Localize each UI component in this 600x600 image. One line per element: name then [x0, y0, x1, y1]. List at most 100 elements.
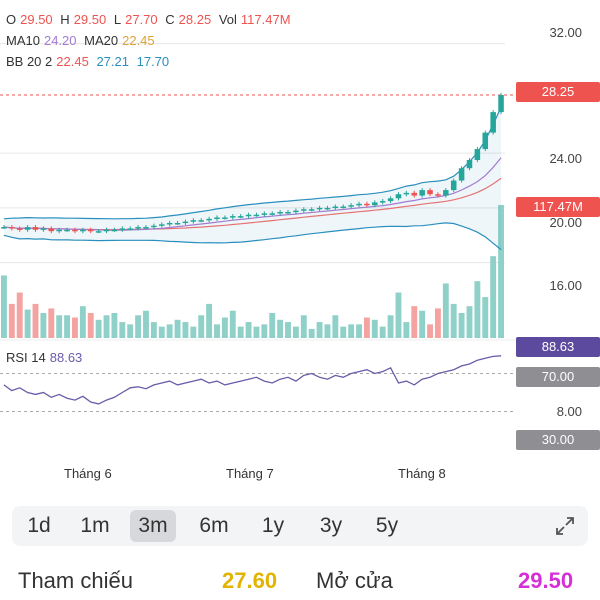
bb-legend: BB 20 2 22.45 27.21 17.70 — [6, 54, 170, 69]
volume-bar — [198, 315, 205, 338]
candle-body — [419, 190, 425, 196]
rsi-tag: 88.63 — [516, 337, 600, 357]
bollinger-lower-line — [3, 222, 502, 251]
candle-body — [16, 228, 23, 230]
candle-body — [80, 229, 86, 232]
volume-bar — [103, 315, 110, 338]
open-label: Mở cửa — [316, 568, 393, 593]
candle-body — [435, 194, 441, 196]
ma-legend: MA10 24.20 MA20 22.45 — [6, 33, 155, 48]
candle-body — [348, 205, 354, 207]
candle-body — [95, 231, 102, 233]
volume-bar — [214, 324, 220, 338]
volume-bar — [182, 322, 189, 338]
price-tick-24: 24.00 — [549, 151, 582, 166]
candle-body — [411, 192, 418, 196]
candle-body — [285, 212, 291, 214]
chart-canvas[interactable] — [0, 0, 600, 462]
timeframe-3y[interactable]: 3y — [319, 514, 343, 537]
volume-bar — [371, 319, 378, 338]
timeframe-1d[interactable]: 1d — [27, 514, 51, 537]
reference-label: Tham chiếu — [18, 568, 133, 593]
candle-body — [450, 180, 457, 191]
price-tick-32: 32.00 — [549, 25, 582, 40]
candle-body — [111, 229, 118, 232]
volume-bar — [40, 312, 47, 338]
candle-body — [1, 227, 7, 229]
volume-bar — [87, 312, 94, 338]
candle-body — [158, 224, 165, 226]
volume-bar — [261, 324, 268, 338]
candle-body — [427, 190, 433, 195]
candle-body — [364, 203, 370, 206]
candle-body — [119, 228, 126, 230]
timeframe-5y[interactable]: 5y — [375, 514, 399, 537]
high-value: 29.50 — [73, 12, 107, 27]
last-price-tag: 28.25 — [516, 82, 600, 102]
candle-body — [301, 209, 307, 211]
candle-body — [324, 207, 331, 210]
volume-bar — [427, 324, 433, 338]
volume-bar — [300, 315, 307, 338]
candle-body — [245, 214, 252, 217]
volume-bar — [387, 315, 394, 338]
candle-body — [261, 213, 268, 215]
candle-body — [458, 168, 465, 181]
volume-bar — [324, 324, 331, 338]
volume-bar — [1, 275, 7, 338]
price-tick-16: 16.00 — [549, 278, 582, 293]
volume-bar — [474, 281, 481, 338]
bb-mid: 27.21 — [96, 54, 129, 69]
expand-icon[interactable] — [554, 515, 576, 537]
candle-body — [395, 194, 402, 199]
volume-bar — [48, 308, 55, 338]
volume-bar — [498, 205, 504, 338]
volume-value: 117.47M — [240, 12, 291, 27]
close-value: 28.25 — [178, 12, 212, 27]
volume-bar — [229, 310, 236, 338]
candle-body — [403, 192, 410, 195]
volume-bar — [158, 326, 165, 338]
volume-bar — [292, 326, 299, 338]
timeframe-1m[interactable]: 1m — [80, 514, 110, 537]
timeframe-6m[interactable]: 6m — [199, 514, 229, 537]
volume-bar — [450, 303, 457, 338]
volume-bar — [135, 315, 142, 338]
open-value: 29.50 — [20, 12, 53, 27]
volume-bar — [174, 319, 181, 338]
month-label-june: Tháng 6 — [64, 466, 112, 481]
candle-body — [32, 227, 39, 230]
volume-bar — [332, 315, 339, 338]
timeframe-3m[interactable]: 3m — [130, 510, 176, 542]
volume-bar — [269, 312, 276, 338]
ma10-value: 24.20 — [43, 33, 77, 48]
volume-bar — [119, 322, 126, 338]
candle-body — [269, 213, 275, 215]
volume-bar — [253, 326, 260, 338]
candle-body — [206, 218, 212, 221]
timeframe-selector: 1d 1m 3m 6m 1y 3y 5y — [12, 506, 588, 546]
rsi-tick-8: 8.00 — [556, 404, 582, 419]
candle-body — [332, 206, 339, 209]
bollinger-upper-line — [3, 106, 502, 220]
volume-bar — [308, 328, 315, 338]
candle-body — [151, 225, 157, 228]
candle-body — [466, 160, 473, 169]
volume-bar — [206, 303, 213, 338]
candle-body — [253, 214, 260, 217]
volume-bar — [466, 306, 473, 338]
stock-chart[interactable]: O 29.50 H 29.50 L 27.70 C 28.25 Vol 117.47M M… — [0, 0, 600, 462]
candle-body — [293, 210, 299, 213]
price-tick-20: 20.00 — [549, 215, 582, 230]
candle-body — [498, 95, 504, 113]
candle-body — [56, 229, 62, 232]
candle-body — [474, 149, 481, 160]
volume-bar — [143, 310, 149, 338]
volume-bar — [237, 326, 244, 338]
candle-body — [182, 221, 189, 224]
volume-bar — [434, 308, 441, 338]
rsi-value: 88.63 — [49, 350, 83, 365]
timeframe-1y[interactable]: 1y — [261, 514, 285, 537]
ma20-value: 22.45 — [122, 33, 155, 48]
candle-body — [230, 216, 236, 218]
